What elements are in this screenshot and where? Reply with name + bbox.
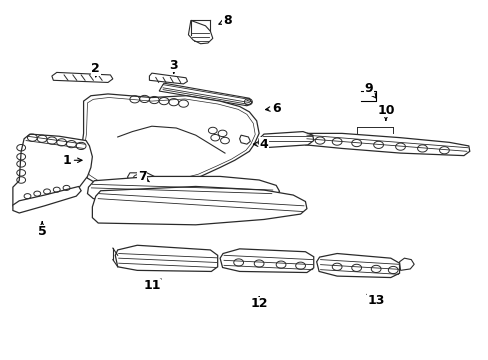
Polygon shape — [239, 135, 250, 144]
Polygon shape — [258, 132, 313, 148]
Polygon shape — [220, 249, 313, 273]
Text: 8: 8 — [219, 14, 231, 27]
Text: 7: 7 — [138, 170, 149, 183]
Text: 3: 3 — [169, 59, 178, 73]
Polygon shape — [92, 186, 306, 225]
Text: 5: 5 — [38, 222, 46, 238]
Polygon shape — [302, 134, 469, 156]
Text: 4: 4 — [253, 138, 268, 150]
Text: 13: 13 — [366, 294, 384, 307]
Polygon shape — [81, 94, 259, 189]
Text: 1: 1 — [62, 154, 82, 167]
Polygon shape — [399, 258, 413, 270]
Polygon shape — [127, 173, 156, 188]
Polygon shape — [52, 72, 113, 82]
Polygon shape — [13, 186, 81, 213]
Polygon shape — [188, 21, 212, 44]
Text: 9: 9 — [364, 82, 375, 98]
Polygon shape — [316, 253, 399, 278]
Polygon shape — [87, 176, 279, 202]
Polygon shape — [115, 245, 217, 271]
Text: 2: 2 — [91, 62, 100, 77]
Text: 10: 10 — [376, 104, 394, 120]
Text: 12: 12 — [250, 297, 267, 310]
Text: 6: 6 — [265, 102, 280, 115]
Polygon shape — [149, 73, 187, 84]
Text: 11: 11 — [143, 279, 161, 292]
Polygon shape — [159, 83, 251, 106]
Polygon shape — [13, 134, 92, 210]
